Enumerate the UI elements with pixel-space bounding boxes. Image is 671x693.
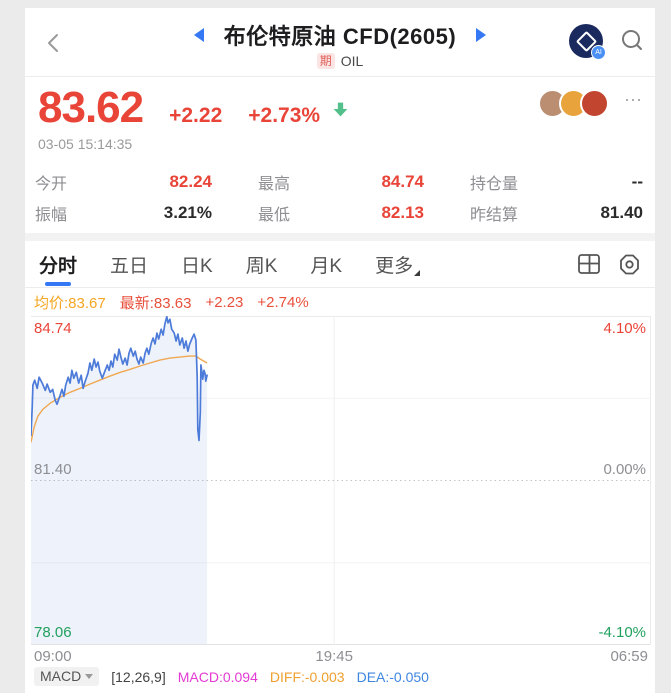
y-axis-mid-price: 81.40 xyxy=(34,461,72,478)
arrow-down-icon xyxy=(332,101,349,123)
next-instrument-icon[interactable] xyxy=(476,28,487,42)
y-axis-low-percent: -4.10% xyxy=(598,624,646,641)
stats-grid: 今开 82.24 最高 84.74 持仓量 -- 振幅 3.21% 最低 82.… xyxy=(25,162,655,228)
prev-instrument-icon[interactable] xyxy=(193,28,204,42)
back-chevron-icon xyxy=(41,34,67,60)
x-label-middle: 19:45 xyxy=(315,648,353,665)
price-change: +2.22 xyxy=(169,104,223,127)
indicator-selector[interactable]: MACD xyxy=(34,667,100,686)
ai-assistant-icon[interactable]: AI xyxy=(569,24,606,60)
x-axis: 09:00 19:45 06:59 xyxy=(31,645,651,667)
chart-legend: 均价:83.67 最新:83.63 +2.23 +2.74% xyxy=(25,288,655,316)
search-icon[interactable] xyxy=(619,28,645,54)
x-label-end: 06:59 xyxy=(610,648,648,665)
commenter-avatars[interactable] xyxy=(538,89,609,118)
stat-open-interest: 持仓量 -- xyxy=(470,171,643,193)
stat-prev-settlement: 昨结算 81.40 xyxy=(470,202,643,224)
instrument-code: OIL xyxy=(340,53,364,69)
title-block: 布伦特原油 CFD(2605) 期 OIL xyxy=(25,8,655,69)
last-price: 83.62 xyxy=(38,83,144,132)
more-ellipsis-icon[interactable]: ⋯ xyxy=(624,90,643,110)
tab-intraday[interactable]: 分时 xyxy=(39,240,77,289)
stat-amplitude: 振幅 3.21% xyxy=(35,202,212,224)
y-axis-high-price: 84.74 xyxy=(34,320,72,337)
page-title: 布伦特原油 CFD(2605) xyxy=(223,24,457,49)
intraday-chart-svg xyxy=(31,316,651,645)
tab-five-day[interactable]: 五日 xyxy=(110,255,149,277)
app-screen: 布伦特原油 CFD(2605) 期 OIL AI 83.62 +2.22 +2.… xyxy=(25,8,655,693)
grid-layout-icon[interactable] xyxy=(577,253,601,275)
tab-daily-k[interactable]: 日K xyxy=(181,255,213,277)
header: 布伦特原油 CFD(2605) 期 OIL AI xyxy=(25,8,655,77)
macd-params: [12,26,9] xyxy=(111,668,166,685)
quote-section: 83.62 +2.22 +2.73% 03-05 15:14:35 ⋯ xyxy=(25,77,655,162)
y-axis-low-price: 78.06 xyxy=(34,624,72,641)
caret-down-icon xyxy=(414,269,421,276)
price-change-percent: +2.73% xyxy=(248,104,321,127)
avatar xyxy=(580,89,609,118)
back-button[interactable] xyxy=(41,30,67,56)
settings-gear-icon[interactable] xyxy=(618,253,641,276)
ai-badge: AI xyxy=(591,45,606,60)
stat-low: 最低 82.13 xyxy=(258,202,424,224)
dea-value: DEA:-0.050 xyxy=(356,668,429,685)
caret-down-icon xyxy=(85,673,94,679)
intraday-chart[interactable]: 84.74 4.10% 81.40 0.00% 78.06 -4.10% xyxy=(31,316,651,645)
indicator-bar: MACD [12,26,9] MACD:0.094 DIFF:-0.003 DE… xyxy=(25,667,655,686)
tab-weekly-k[interactable]: 周K xyxy=(245,255,278,277)
diff-value: DIFF:-0.003 xyxy=(269,668,345,685)
y-axis-mid-percent: 0.00% xyxy=(603,461,646,478)
x-label-start: 09:00 xyxy=(34,648,72,665)
stat-open: 今开 82.24 xyxy=(35,171,212,193)
tab-more[interactable]: 更多 xyxy=(375,240,421,289)
average-price-label: 均价:83.67 xyxy=(34,294,106,312)
latest-change-label: +2.23 xyxy=(205,293,244,311)
futures-badge: 期 xyxy=(316,53,335,69)
latest-change-percent-label: +2.74% xyxy=(257,293,309,311)
period-tab-bar: 分时 五日 日K 周K 月K 更多 xyxy=(25,241,655,288)
tab-monthly-k[interactable]: 月K xyxy=(310,255,343,277)
latest-price-label: 最新:83.63 xyxy=(119,294,192,312)
y-axis-high-percent: 4.10% xyxy=(603,320,646,337)
macd-value: MACD:0.094 xyxy=(177,668,258,685)
quote-timestamp: 03-05 15:14:35 xyxy=(38,136,133,152)
section-divider xyxy=(25,233,655,241)
stat-high: 最高 84.74 xyxy=(258,171,424,193)
